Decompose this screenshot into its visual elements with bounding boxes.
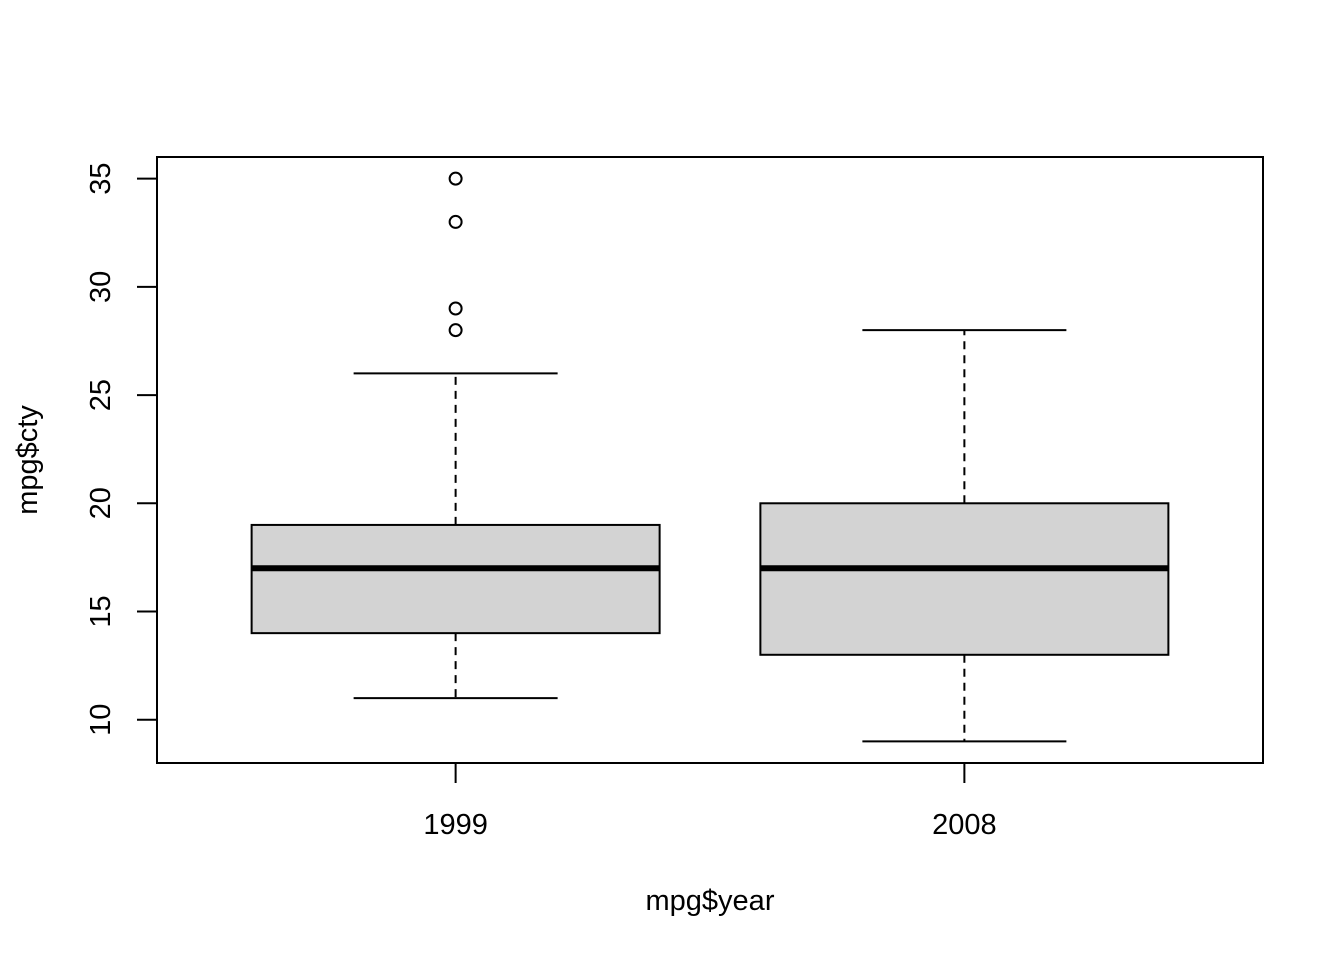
box-group-2008 — [759, 329, 1170, 743]
y-tick-label: 15 — [85, 595, 117, 627]
outlier-point — [448, 323, 463, 338]
box-iqr — [759, 502, 1170, 656]
outlier-point — [448, 171, 463, 186]
x-axis-title: mpg$year — [646, 885, 775, 917]
x-tick-label: 1999 — [423, 809, 488, 841]
box-iqr — [250, 523, 661, 635]
outlier-point — [448, 301, 463, 316]
y-tick-label: 35 — [85, 163, 117, 195]
y-tick-label: 10 — [85, 704, 117, 736]
box-group-1999 — [250, 171, 661, 700]
y-tick-label: 25 — [85, 379, 117, 411]
outlier-point — [448, 214, 463, 229]
y-axis-title: mpg$cty — [12, 405, 44, 515]
x-tick-label: 2008 — [932, 809, 997, 841]
plot-frame — [156, 156, 1264, 764]
y-tick-label: 20 — [85, 487, 117, 519]
plot-area: 1999 2008 10 15 20 25 30 35 — [85, 163, 1170, 841]
y-tick-label: 30 — [85, 271, 117, 303]
